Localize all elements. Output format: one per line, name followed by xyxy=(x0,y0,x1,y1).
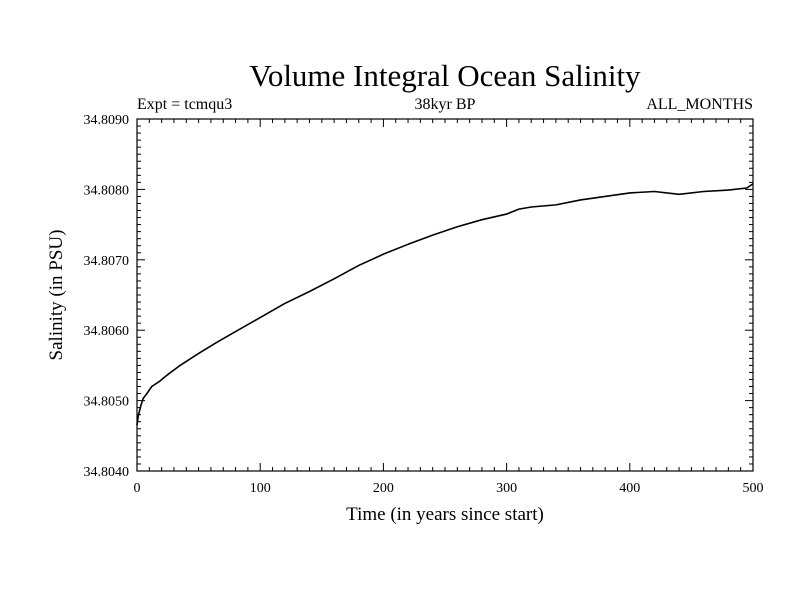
series-layer xyxy=(136,183,754,426)
y-tick-label: 34.8060 xyxy=(84,324,130,339)
x-tick-label: 200 xyxy=(373,481,394,496)
x-tick-label: 100 xyxy=(250,481,271,496)
y-tick-label: 34.8080 xyxy=(84,183,130,198)
y-tick-label: 34.8090 xyxy=(84,113,130,128)
x-tick-label: 500 xyxy=(743,481,764,496)
period-label: 38kyr BP xyxy=(415,96,476,113)
plot-frame xyxy=(136,118,754,472)
axis-ticks xyxy=(136,118,754,472)
x-tick-label: 300 xyxy=(496,481,517,496)
y-tick-label: 34.8070 xyxy=(84,254,130,269)
y-tick-label: 34.8050 xyxy=(84,395,130,410)
months-label: ALL_MONTHS xyxy=(646,96,753,113)
salinity-series-line xyxy=(136,183,754,426)
x-axis-label: Time (in years since start) xyxy=(346,504,544,525)
y-tick-labels: 34.8040 34.8050 34.8060 34.8070 34.8080 34.80… xyxy=(84,113,130,480)
x-tick-label: 0 xyxy=(134,481,141,496)
x-tick-label: 400 xyxy=(619,481,640,496)
chart-title: Volume Integral Ocean Salinity xyxy=(249,58,641,93)
y-tick-label: 34.8040 xyxy=(84,465,130,480)
y-axis-label: Salinity (in PSU) xyxy=(46,230,67,361)
experiment-label: Expt = tcmqu3 xyxy=(137,96,232,113)
x-tick-labels: 0 100 200 300 400 500 xyxy=(134,481,764,496)
